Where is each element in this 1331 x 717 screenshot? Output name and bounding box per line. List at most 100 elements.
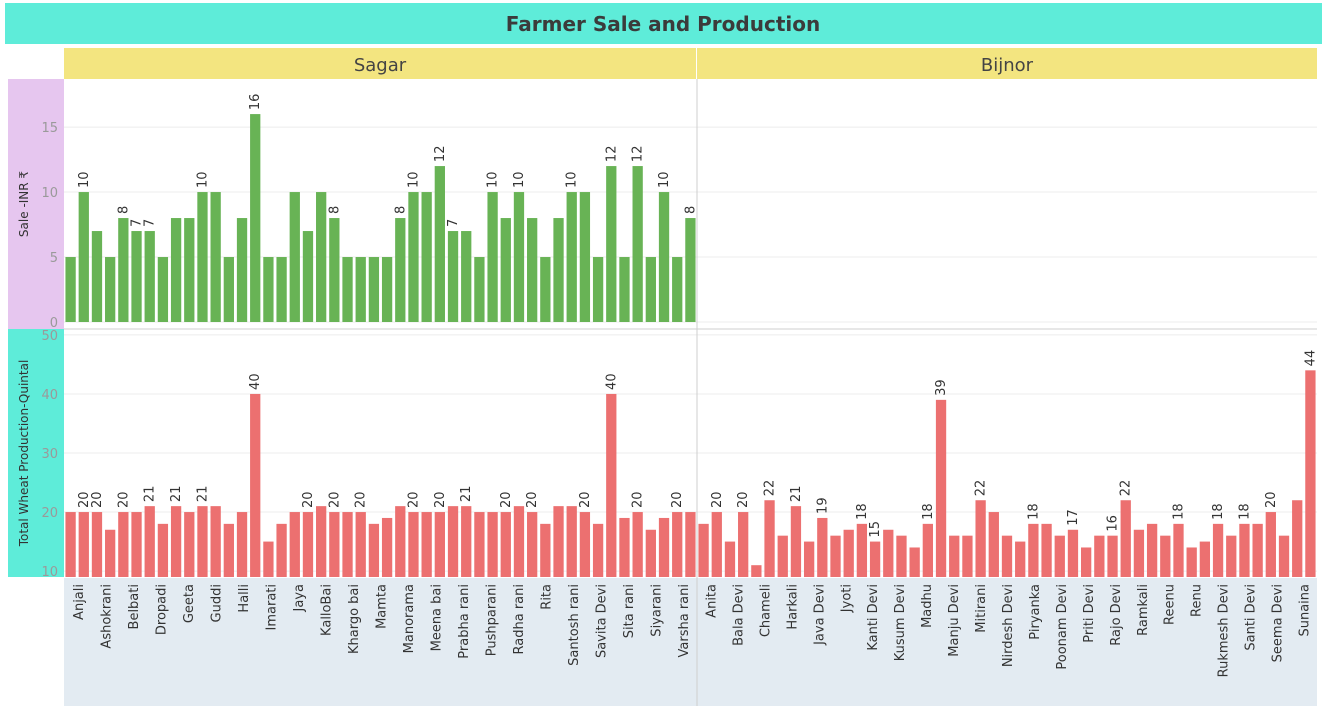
production-data-label: 20 <box>77 492 92 509</box>
production-bar <box>1094 535 1105 577</box>
production-data-label: 21 <box>143 486 158 503</box>
sale-bar <box>408 192 419 322</box>
sale-data-label: 10 <box>195 172 210 189</box>
sale-bar <box>144 231 155 322</box>
production-bar <box>632 512 643 577</box>
production-bar <box>1252 523 1263 577</box>
production-data-label: 18 <box>1171 503 1186 520</box>
production-bar <box>975 500 986 577</box>
category-label: Dropadi <box>154 584 169 635</box>
production-data-label: 18 <box>1026 503 1041 520</box>
production-bar <box>935 399 947 577</box>
production-bar <box>1081 547 1092 577</box>
category-label: Renu <box>1190 584 1205 617</box>
production-bar <box>1028 523 1039 577</box>
sale-bar <box>527 218 538 322</box>
sale-bar <box>65 257 76 322</box>
production-bar <box>1278 535 1290 577</box>
production-bar <box>592 523 604 577</box>
production-bar <box>817 517 828 577</box>
production-bar <box>368 523 380 577</box>
production-data-label: 44 <box>1303 350 1318 367</box>
production-bar <box>474 512 485 577</box>
production-bar <box>421 512 432 577</box>
production-bar <box>803 541 815 577</box>
production-bar <box>751 565 762 577</box>
sale-bar <box>263 257 274 322</box>
sale-data-label: 8 <box>327 206 342 214</box>
production-y-axis-label: Total Wheat Production-Quintal <box>17 360 31 548</box>
production-bar <box>566 506 577 577</box>
production-data-label: 20 <box>433 492 448 509</box>
sale-bar <box>210 192 221 322</box>
sale-bar <box>500 218 511 322</box>
production-bar <box>342 512 353 577</box>
production-bar <box>1199 541 1211 577</box>
production-bar <box>724 541 736 577</box>
production-bar <box>1173 523 1184 577</box>
production-bar <box>1107 535 1118 577</box>
sale-bar <box>368 257 380 322</box>
category-label: Belbati <box>127 584 142 629</box>
production-bar <box>790 506 802 577</box>
production-bar <box>856 523 868 577</box>
category-label: Rita <box>540 584 555 610</box>
sale-bar <box>421 192 432 322</box>
production-bar <box>316 506 327 577</box>
sale-bar <box>540 257 551 322</box>
category-label: KalloBai <box>319 584 334 636</box>
category-label: Rukmesh Devi <box>1217 584 1232 677</box>
category-label: Manorama <box>402 584 417 653</box>
production-bar <box>1212 523 1224 577</box>
category-label: Kusum Devi <box>893 584 908 661</box>
production-data-label: 22 <box>763 480 778 497</box>
sale-bar <box>184 218 195 322</box>
production-bar <box>1015 541 1026 577</box>
category-label: Siyarani <box>650 584 665 637</box>
sale-bar <box>513 192 525 322</box>
production-bar <box>105 529 116 577</box>
production-bar <box>843 529 854 577</box>
production-bar <box>461 506 472 577</box>
sale-bar <box>566 192 577 322</box>
production-bar <box>711 512 722 577</box>
category-label: Sunaina <box>1298 584 1313 637</box>
production-bar <box>276 523 287 577</box>
production-y-tick-label: 50 <box>41 329 58 344</box>
production-bar <box>91 512 103 577</box>
production-data-label: 18 <box>855 503 870 520</box>
production-bar <box>619 517 630 577</box>
production-y-ticks: 10 20 30 40 50 <box>41 329 58 580</box>
sale-bar <box>316 192 327 322</box>
production-bar <box>157 523 169 577</box>
category-label: Prabha rani <box>457 584 472 659</box>
sale-y-tick-label: 15 <box>41 121 58 136</box>
category-label: Bala Devi <box>731 584 746 646</box>
category-label: Chameli <box>758 584 773 637</box>
production-data-label: 20 <box>406 492 421 509</box>
sale-bar <box>434 166 445 322</box>
production-bar <box>658 517 670 577</box>
production-bar <box>579 512 591 577</box>
category-label: Radha rani <box>512 584 527 654</box>
production-bar <box>184 512 195 577</box>
production-data-label: 22 <box>1119 480 1134 497</box>
category-label: Jyoti <box>839 584 854 613</box>
production-bar <box>1041 523 1052 577</box>
sale-bar <box>592 257 604 322</box>
sale-y-ticks: 0 5 10 15 <box>41 121 58 331</box>
sale-data-label: 10 <box>486 172 501 189</box>
production-data-label: 15 <box>868 521 883 538</box>
production-bar <box>764 500 775 577</box>
names-band <box>64 578 1317 706</box>
production-bar <box>381 517 393 577</box>
production-bar <box>302 512 314 577</box>
category-label: Santi Devi <box>1244 584 1259 651</box>
production-data-label: 20 <box>631 492 646 509</box>
production-data-label: 21 <box>459 486 474 503</box>
category-label: Ramkali <box>1136 584 1151 636</box>
sale-data-label: 12 <box>604 146 619 163</box>
production-bar <box>1001 535 1013 577</box>
production-bar <box>434 512 445 577</box>
